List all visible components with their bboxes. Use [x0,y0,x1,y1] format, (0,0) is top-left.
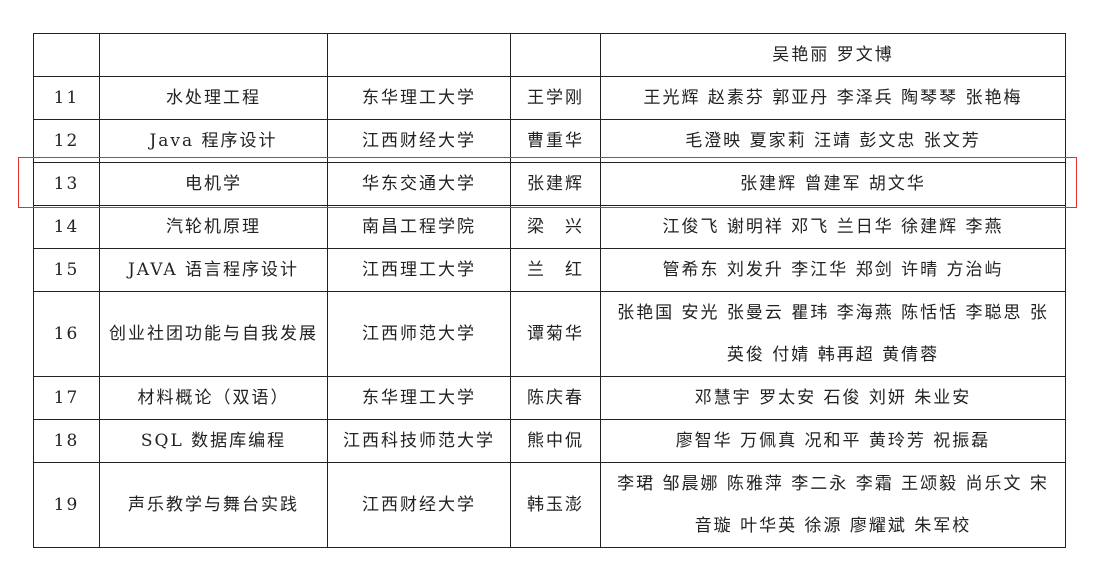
cell-school: 南昌工程学院 [327,205,511,249]
cell-leader: 韩玉澎 [510,462,601,548]
cell-course: 创业社团功能与自我发展 [99,291,328,377]
cell-course: SQL 数据库编程 [99,419,328,463]
course-table: 吴艳丽 罗文博 11 水处理工程 东华理工大学 王学刚 王光辉 赵素芬 郭亚丹 李泽兵 陶… [33,33,1066,548]
cell-leader: 梁 兴 [510,205,601,249]
cell-no: 11 [33,76,100,120]
cell-no: 14 [33,205,100,249]
cell-school: 江西理工大学 [327,248,511,292]
cell-course: 电机学 [99,162,328,206]
cell-no: 15 [33,248,100,292]
cell-members: 李珺 邹晨娜 陈雅萍 李二永 李霜 王颂毅 尚乐文 宋音璇 叶华英 徐源 廖耀斌… [600,462,1066,548]
cell-leader [510,33,601,77]
cell-course: 水处理工程 [99,76,328,120]
cell-members: 廖智华 万佩真 况和平 黄玲芳 祝振磊 [600,419,1066,463]
cell-school: 东华理工大学 [327,76,511,120]
cell-members: 江俊飞 谢明祥 邓飞 兰日华 徐建辉 李燕 [600,205,1066,249]
cell-school: 东华理工大学 [327,376,511,420]
cell-leader: 曹重华 [510,119,601,163]
table-row: 18 SQL 数据库编程 江西科技师范大学 熊中侃 廖智华 万佩真 况和平 黄玲芳 祝振… [33,419,1066,463]
cell-course: JAVA 语言程序设计 [99,248,328,292]
cell-no: 18 [33,419,100,463]
table-row: 19 声乐教学与舞台实践 江西财经大学 韩玉澎 李珺 邹晨娜 陈雅萍 李二永 李霜 王颂… [33,462,1066,548]
cell-leader: 谭菊华 [510,291,601,377]
cell-course: 声乐教学与舞台实践 [99,462,328,548]
cell-no: 12 [33,119,100,163]
table-row: 12 Java 程序设计 江西财经大学 曹重华 毛澄映 夏家莉 汪靖 彭文忠 张文芳 [33,119,1066,163]
table-row: 15 JAVA 语言程序设计 江西理工大学兰 红管希东 刘发升 李江华 郑剑 许晴 … [33,248,1066,292]
cell-members: 邓慧宇 罗太安 石俊 刘妍 朱业安 [600,376,1066,420]
table-row: 11 水处理工程 东华理工大学 王学刚 王光辉 赵素芬 郭亚丹 李泽兵 陶琴琴 张艳梅 [33,76,1066,120]
cell-no: 19 [33,462,100,548]
cell-course: Java 程序设计 [99,119,328,163]
cell-school: 江西科技师范大学 [327,419,511,463]
cell-school: 华东交通大学 [327,162,511,206]
cell-leader: 陈庆春 [510,376,601,420]
cell-no: 13 [33,162,100,206]
cell-course: 材料概论（双语） [99,376,328,420]
cell-members: 吴艳丽 罗文博 [600,33,1066,77]
cell-leader: 兰 红 [510,248,601,292]
cell-no [33,33,100,77]
table-row: 14 汽轮机原理 南昌工程学院梁 兴江俊飞 谢明祥 邓飞 兰日华 徐建辉 李燕 [33,205,1066,249]
cell-school [327,33,511,77]
cell-leader: 王学刚 [510,76,601,120]
cell-school: 江西财经大学 [327,119,511,163]
cell-members: 张建辉 曾建军 胡文华 [600,162,1066,206]
table-row: 16 创业社团功能与自我发展 江西师范大学 谭菊华 张艳国 安光 张曼云 瞿玮 李海燕 … [33,291,1066,377]
table-row: 吴艳丽 罗文博 [33,33,1066,77]
cell-members: 毛澄映 夏家莉 汪靖 彭文忠 张文芳 [600,119,1066,163]
cell-school: 江西财经大学 [327,462,511,548]
table-row: 17 材料概论（双语） 东华理工大学 陈庆春 邓慧宇 罗太安 石俊 刘妍 朱业安 [33,376,1066,420]
cell-members: 张艳国 安光 张曼云 瞿玮 李海燕 陈恬恬 李聪思 张英俊 付婧 韩再超 黄倩蓉 [600,291,1066,377]
table-row: 13 电机学 华东交通大学 张建辉 张建辉 曾建军 胡文华 [33,162,1066,206]
cell-no: 16 [33,291,100,377]
cell-members: 王光辉 赵素芬 郭亚丹 李泽兵 陶琴琴 张艳梅 [600,76,1066,120]
cell-course [99,33,328,77]
cell-no: 17 [33,376,100,420]
cell-course: 汽轮机原理 [99,205,328,249]
cell-leader: 熊中侃 [510,419,601,463]
cell-members: 管希东 刘发升 李江华 郑剑 许晴 方治屿 [600,248,1066,292]
cell-leader: 张建辉 [510,162,601,206]
cell-school: 江西师范大学 [327,291,511,377]
